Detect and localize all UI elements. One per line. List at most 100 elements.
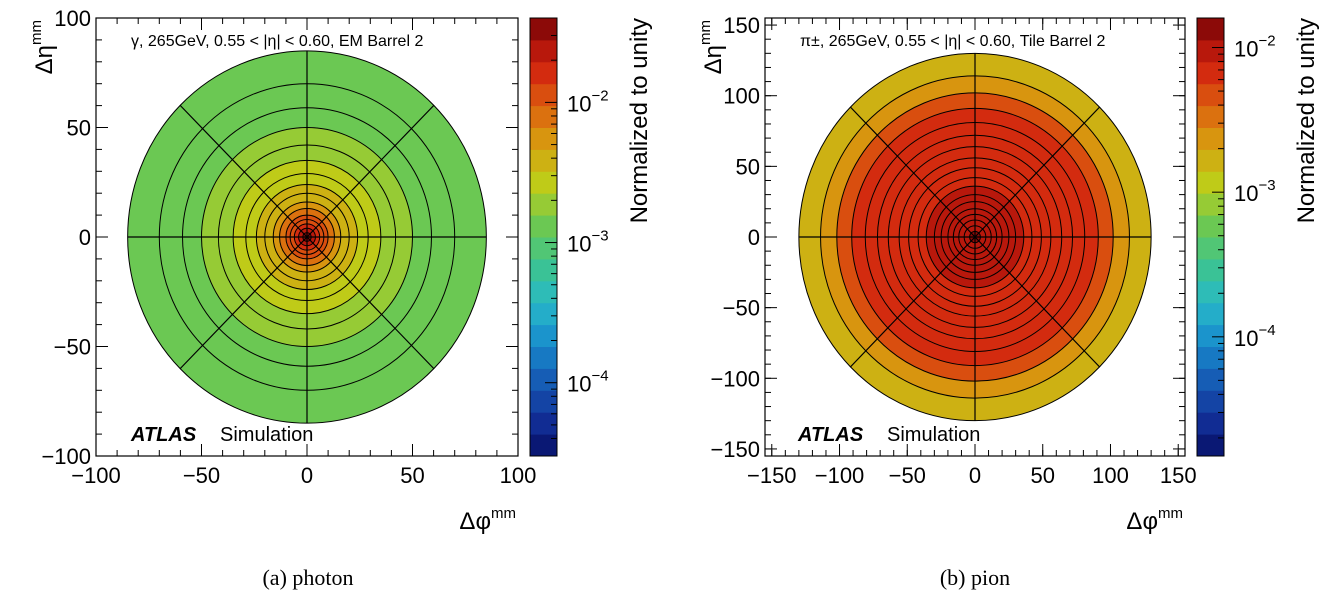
panel-pion: −150 −100 −50 0 50 100 150 −150 −100 −50 0 50 100 150… [697,13,1320,590]
colorbar-tick-label: 10−2 [567,87,609,116]
colorbar-tick-exponent: −3 [591,228,608,245]
colorbar-bin [530,302,557,326]
colorbar-bin [530,149,557,172]
y-tick-label: 100 [54,6,91,31]
x-axis-title-main: Δφ [1126,508,1158,535]
y-axis-title-main: Δη [31,45,58,74]
colorbar-bin [530,368,557,391]
colorbar-title: Normalized to unity [1293,18,1320,223]
colorbar-bin [530,127,557,150]
colorbar-bin [1197,171,1224,194]
y-tick-label: −100 [41,444,91,469]
x-tick-label: 150 [1160,463,1197,488]
colorbar-tick-label: 10−3 [1234,177,1276,206]
colorbar-bin [1197,412,1224,435]
x-tick-label: 50 [1030,463,1054,488]
colorbar-bin [530,346,557,369]
x-tick-label: −100 [71,463,121,488]
colorbar-tick-exponent: −2 [591,87,608,104]
colorbar-bin [1197,280,1224,304]
colorbar-tick-base: 10 [1234,37,1258,62]
x-tick-label: 100 [500,463,537,488]
colorbar-tick-base: 10 [567,91,591,116]
x-tick-label: 0 [301,463,313,488]
annotation-label: π±, 265GeV, 0.55 < |η| < 0.60, Tile Barr… [800,33,1105,50]
x-tick-label: 100 [1092,463,1129,488]
colorbar-bin [530,83,557,107]
y-tick-label: 50 [67,116,91,141]
colorbar-bin [530,434,557,457]
colorbar-bin [530,61,557,85]
colorbar-bin [1197,193,1224,216]
colorbar-bin [530,412,557,435]
panel-caption: (a) photon [262,565,353,590]
y-tick-label: 150 [723,13,760,38]
y-tick-label: −100 [710,366,760,391]
colorbar-tick-base: 10 [1234,181,1258,206]
colorbar-bin [530,215,557,238]
x-tick-label: −150 [747,463,797,488]
colorbar-bin [1197,368,1224,391]
colorbar-bin [530,171,557,194]
colorbar-bin [1197,346,1224,369]
x-tick-label: 50 [400,463,424,488]
colorbar-bin [1197,324,1224,347]
colorbar-bin [1197,258,1224,282]
x-tick-label: 0 [969,463,981,488]
colorbar-bin [530,280,557,304]
atlas-label: ATLAS [797,424,864,446]
colorbar-tick-label: 10−2 [1234,33,1276,62]
y-tick-label: −150 [710,437,760,462]
y-tick-label: 0 [79,225,91,250]
angular-bin-edge [974,106,1100,238]
panel-caption: (b) pion [940,565,1010,590]
colorbar-bin [1197,434,1224,457]
colorbar-bin [1197,237,1224,260]
angular-bin-edge [179,236,308,370]
y-axis-title: Δηmm [697,20,727,74]
x-tick-label: −50 [889,463,926,488]
angular-bin-edge [306,236,435,370]
colorbar-frame [529,17,558,457]
y-axis-title: Δηmm [28,20,58,74]
angular-bin-edge [850,106,976,238]
colorbar-tick-exponent: −4 [591,368,608,385]
y-axis-title-sup: mm [697,20,714,45]
colorbar-bin [530,390,557,413]
x-axis-title-sup: mm [491,505,516,522]
atlas-label: ATLAS [130,424,197,446]
x-axis-title: Δφmm [1126,505,1183,535]
x-axis-title: Δφmm [459,505,516,535]
y-tick-label: −50 [54,335,91,360]
colorbar-bin [1197,61,1224,85]
colorbar-bin [530,39,557,63]
x-tick-label: −50 [183,463,220,488]
colorbar-bin [530,324,557,347]
y-tick-label: 50 [736,154,760,179]
x-axis-title-sup: mm [1158,505,1183,522]
angular-bin-edge [850,236,976,368]
x-axis-title-main: Δφ [459,508,491,535]
colorbar-tick-label: 10−4 [1234,322,1276,351]
colorbar-bin [530,258,557,282]
colorbar-tick-base: 10 [567,372,591,397]
colorbar-bin [1197,18,1224,41]
colorbar-tick-label: 10−4 [567,368,609,397]
annotation-label: γ, 265GeV, 0.55 < |η| < 0.60, EM Barrel … [131,33,423,50]
colorbar-tick-base: 10 [1234,326,1258,351]
colorbar-bin [1197,149,1224,172]
angular-bin-edge [179,104,308,238]
colorbar-bin [1197,83,1224,107]
colorbar-bin [1197,302,1224,326]
colorbar-tick-label: 10−3 [567,228,609,257]
colorbar-bin [1197,39,1224,63]
colorbar-tick-exponent: −3 [1258,177,1275,194]
colorbar-bin [1197,127,1224,150]
y-axis-title-sup: mm [28,20,45,45]
angular-bin-edge [974,236,1100,368]
colorbar-bin [530,105,557,128]
colorbar-frame [1196,17,1225,457]
colorbar-bin [530,18,557,41]
